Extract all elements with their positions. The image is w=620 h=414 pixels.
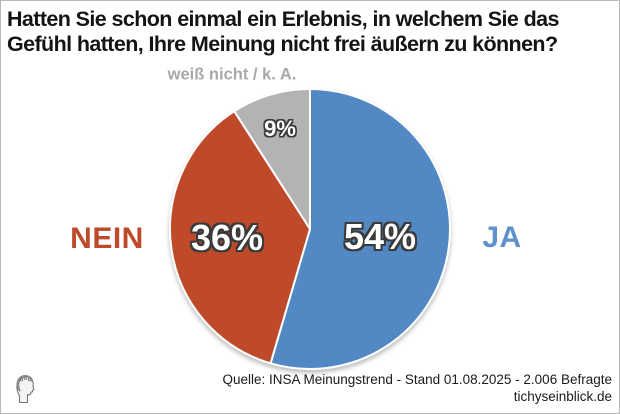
pie-chart bbox=[169, 88, 451, 370]
pie-slice-weiss-nicht bbox=[233, 88, 311, 230]
slice-label-weiss-nicht: weiß nicht / k. A. bbox=[167, 65, 297, 84]
pie-slice-ja bbox=[269, 88, 451, 370]
page-title-line-2: Gefühl hatten, Ihre Meinung nicht frei ä… bbox=[7, 32, 558, 56]
pie-value-weiss-nicht: 9% bbox=[264, 116, 296, 141]
pie-value-ja: 54% bbox=[343, 216, 417, 257]
website-text: tichyseinblick.de bbox=[513, 389, 612, 404]
footer: Quelle: INSA Meinungstrend - Stand 01.08… bbox=[222, 371, 612, 405]
pie-slice-nein bbox=[169, 110, 311, 365]
page-title-line-1: Hatten Sie schon einmal ein Erlebnis, in… bbox=[7, 7, 559, 31]
source-note: Quelle: INSA Meinungstrend - Stand 01.08… bbox=[222, 372, 612, 387]
slice-label-nein: NEIN bbox=[70, 222, 144, 255]
pie-value-nein: 36% bbox=[190, 217, 264, 258]
page-title: Hatten Sie schon einmal ein Erlebnis, in… bbox=[7, 7, 615, 57]
classical-head-logo-icon bbox=[16, 374, 35, 404]
slice-label-ja: JA bbox=[482, 221, 522, 254]
